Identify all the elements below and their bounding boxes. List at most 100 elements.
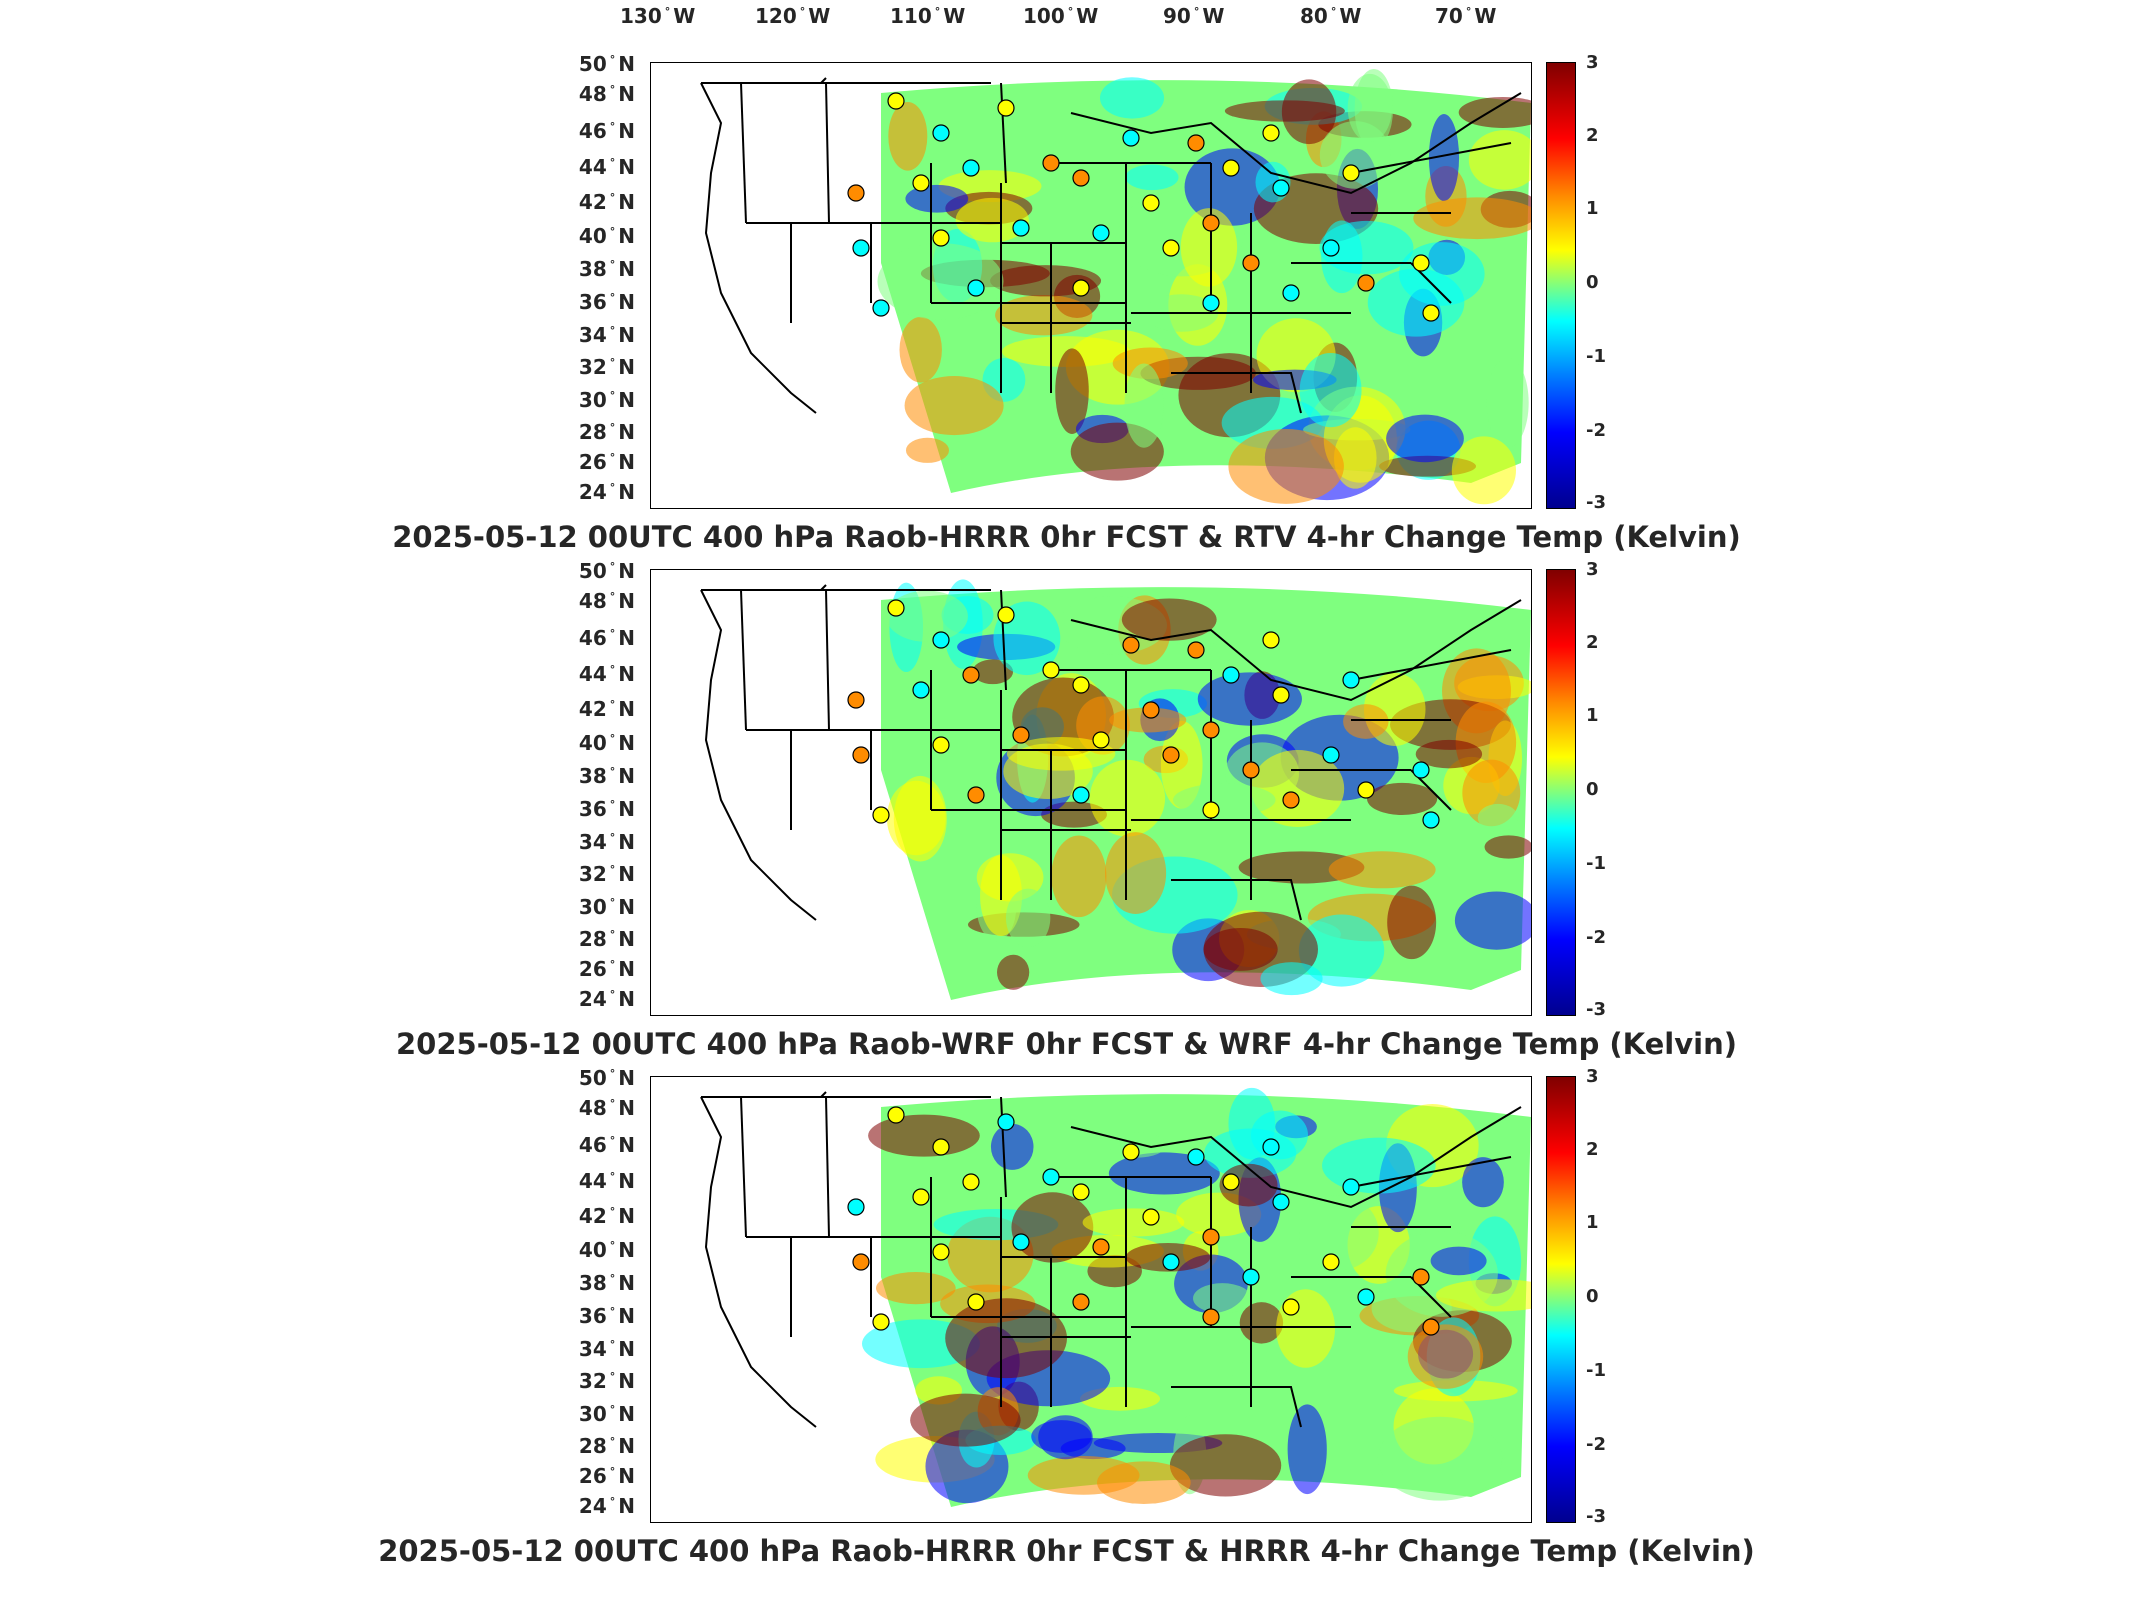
temperature-blob xyxy=(1109,707,1187,733)
lon-label: 90 ° W xyxy=(1163,4,1225,28)
lat-label: 28 ° N xyxy=(578,1434,635,1458)
colorbar-tick: -1 xyxy=(1586,346,1606,367)
temperature-blob xyxy=(1006,737,1116,771)
lon-label: 70 ° W xyxy=(1435,4,1497,28)
temperature-blob xyxy=(1005,888,1051,948)
temperature-blob xyxy=(905,184,969,213)
lat-label: 36 ° N xyxy=(578,797,635,821)
lat-label: 48 ° N xyxy=(578,82,635,106)
lat-label: 32 ° N xyxy=(578,355,635,379)
lat-label: 40 ° N xyxy=(578,1238,635,1262)
state-boundary xyxy=(1350,142,1512,174)
colorbar-tick: 3 xyxy=(1586,1066,1599,1087)
raob-station-marker xyxy=(1262,1138,1280,1156)
colorbar-tick: -3 xyxy=(1586,492,1606,513)
raob-station-marker xyxy=(1272,1193,1290,1211)
raob-station-marker xyxy=(912,174,930,192)
raob-station-marker xyxy=(1322,1253,1340,1271)
temperature-blob xyxy=(1124,363,1164,448)
raob-station-marker xyxy=(1187,134,1205,152)
temperature-blob xyxy=(1379,455,1477,477)
raob-station-marker xyxy=(932,631,950,649)
temperature-blob xyxy=(1454,891,1531,950)
raob-station-marker xyxy=(962,666,980,684)
raob-station-marker xyxy=(1042,661,1060,679)
state-boundary xyxy=(700,82,817,414)
temperature-blob xyxy=(945,1298,1067,1379)
raob-station-marker xyxy=(1142,701,1160,719)
lat-label: 40 ° N xyxy=(578,731,635,755)
lat-label: 48 ° N xyxy=(578,589,635,613)
raob-station-marker xyxy=(1412,254,1430,272)
raob-station-marker xyxy=(997,99,1015,117)
state-boundary xyxy=(1000,1096,1007,1198)
raob-station-marker xyxy=(1342,164,1360,182)
raob-station-marker xyxy=(872,1313,890,1331)
raob-station-marker xyxy=(1042,154,1060,172)
raob-station-marker xyxy=(1202,294,1220,312)
lat-label: 42 ° N xyxy=(578,1204,635,1228)
colorbar-tick: -2 xyxy=(1586,927,1606,948)
temperature-blob xyxy=(1112,347,1188,380)
temperature-blob xyxy=(1468,130,1531,190)
temperature-map xyxy=(650,1076,1532,1523)
state-boundary xyxy=(1000,589,1007,691)
temperature-blob xyxy=(972,659,1014,685)
raob-station-marker xyxy=(1262,124,1280,142)
raob-station-marker xyxy=(1187,641,1205,659)
lat-label: 34 ° N xyxy=(578,1337,635,1361)
raob-station-marker xyxy=(847,691,865,709)
lat-label: 42 ° N xyxy=(578,697,635,721)
temperature-blob xyxy=(1477,803,1519,832)
temperature-blob xyxy=(877,243,1004,320)
lat-label: 48 ° N xyxy=(578,1096,635,1120)
state-boundary xyxy=(825,589,830,731)
temperature-blob xyxy=(1096,1461,1191,1504)
temperature-blob xyxy=(1415,739,1483,769)
temperature-blob xyxy=(1386,414,1464,463)
lat-label: 26 ° N xyxy=(578,1464,635,1488)
raob-station-marker xyxy=(1162,1253,1180,1271)
colorbar-tick: 2 xyxy=(1586,125,1599,146)
raob-station-marker xyxy=(1242,761,1260,779)
colorbar-tick: 0 xyxy=(1586,1286,1599,1307)
colorbar xyxy=(1546,1076,1576,1523)
lat-label: 36 ° N xyxy=(578,290,635,314)
colorbar-tick: -3 xyxy=(1586,1506,1606,1527)
colorbar-tick: 1 xyxy=(1586,198,1599,219)
raob-station-marker xyxy=(1272,179,1290,197)
state-boundary xyxy=(820,77,827,84)
raob-station-marker xyxy=(1282,284,1300,302)
raob-station-marker xyxy=(847,1198,865,1216)
lat-label: 44 ° N xyxy=(578,662,635,686)
state-boundary xyxy=(1070,92,1522,195)
raob-station-marker xyxy=(1072,676,1090,694)
raob-station-marker xyxy=(1162,239,1180,257)
state-boundary xyxy=(1000,82,1007,184)
raob-station-marker xyxy=(962,159,980,177)
temperature-blob xyxy=(1298,914,1385,987)
temperature-blob xyxy=(1125,164,1179,191)
temperature-blob xyxy=(1104,832,1167,914)
temperature-blob xyxy=(1377,1416,1503,1501)
state-boundary xyxy=(1070,1106,1522,1209)
raob-station-marker xyxy=(1072,1293,1090,1311)
raob-station-marker xyxy=(1042,1168,1060,1186)
temperature-blob xyxy=(1328,851,1436,889)
lat-label: 38 ° N xyxy=(578,257,635,281)
raob-station-marker xyxy=(932,1243,950,1261)
lat-label: 24 ° N xyxy=(578,1494,635,1518)
raob-station-marker xyxy=(1357,274,1375,292)
temperature-blob xyxy=(997,954,1030,990)
raob-station-marker xyxy=(997,606,1015,624)
colorbar-tick: 1 xyxy=(1586,705,1599,726)
raob-station-marker xyxy=(1122,636,1140,654)
state-boundary xyxy=(740,589,747,731)
raob-station-marker xyxy=(1222,159,1240,177)
temperature-blob xyxy=(1260,962,1323,996)
raob-station-marker xyxy=(1142,194,1160,212)
colorbar-tick: 0 xyxy=(1586,779,1599,800)
lat-label: 28 ° N xyxy=(578,420,635,444)
lat-label: 28 ° N xyxy=(578,927,635,951)
raob-station-marker xyxy=(1412,1268,1430,1286)
